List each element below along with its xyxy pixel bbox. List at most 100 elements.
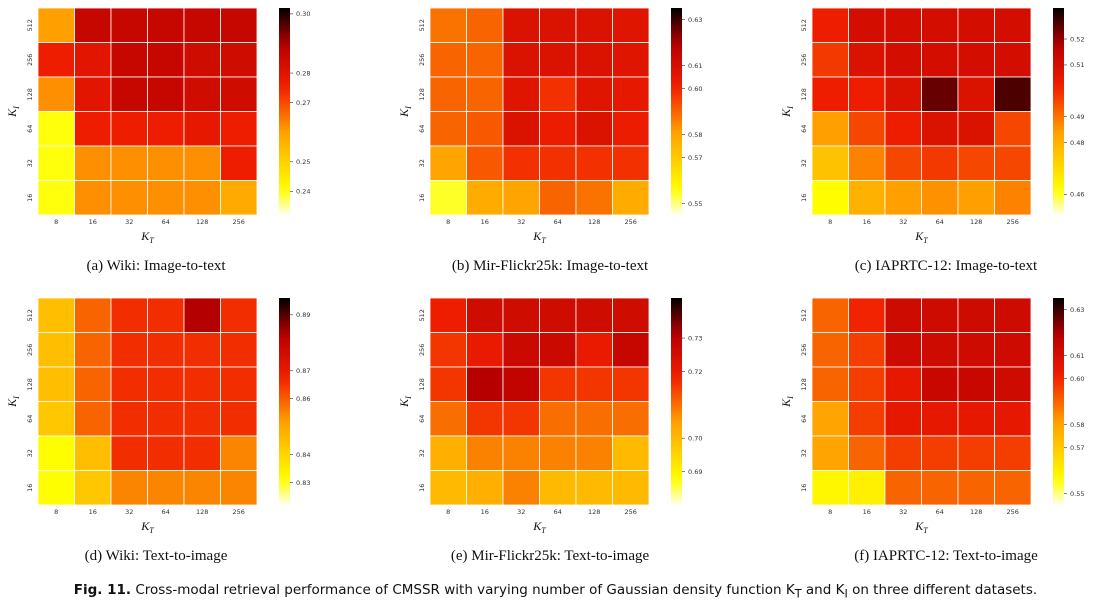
cell-b-r2-c0: [429, 76, 467, 112]
cell-f-r4-c1: [848, 435, 886, 471]
cell-d-r2-c3: [147, 366, 185, 402]
x-tick-a-0: 8: [54, 218, 58, 226]
x-axis-label-c: KT: [914, 229, 928, 245]
cell-a-r2-c4: [183, 76, 221, 112]
x-tick-f-1: 16: [863, 508, 871, 516]
cell-b-r1-c3: [539, 42, 577, 78]
cell-b-r2-c2: [502, 76, 540, 112]
heatmap-chart-b: 8 16 32 64 128 256 512 256 128 64 32 16 KT KI 0.63 0.61…: [397, 7, 702, 245]
x-tick-b-2: 32: [517, 218, 525, 226]
y-tick-e-5: 16: [418, 484, 426, 492]
cell-d-r1-c4: [183, 332, 221, 368]
x-tick-a-2: 32: [125, 218, 133, 226]
cell-a-r4-c1: [74, 145, 112, 181]
y-tick-c-4: 32: [800, 159, 808, 167]
cell-f-r4-c3: [921, 435, 959, 471]
cell-c-r2-c0: [811, 76, 849, 112]
colorbar-tick-a-0: 0.30: [296, 10, 310, 18]
cell-f-r0-c0: [811, 297, 849, 333]
x-tick-b-0: 8: [446, 218, 450, 226]
panel-b: 8 16 32 64 128 256 512 256 128 64 32 16 KT KI 0.63 0.61…: [392, 7, 702, 253]
colorbar-tick-e-2: 0.70: [688, 435, 702, 443]
cell-b-r5-c5: [612, 180, 650, 216]
cell-d-r1-c2: [110, 332, 148, 368]
y-tick-a-3: 64: [26, 125, 34, 133]
cell-b-r3-c1: [466, 111, 504, 147]
x-tick-a-4: 128: [196, 218, 208, 226]
cell-b-r3-c2: [502, 111, 540, 147]
x-tick-c-2: 32: [899, 218, 907, 226]
x-tick-b-1: 16: [481, 218, 489, 226]
panel-c: 8 16 32 64 128 256 512 256 128 64 32 16 KT KI 0.52 0.51…: [774, 7, 1084, 253]
cell-b-r0-c3: [539, 7, 577, 43]
cell-e-r0-c5: [612, 297, 650, 333]
cell-d-r0-c5: [220, 297, 258, 333]
cell-a-r3-c4: [183, 111, 221, 147]
colorbar-tick-f-0: 0.63: [1070, 306, 1084, 314]
y-tick-a-5: 16: [26, 194, 34, 202]
cell-d-r3-c0: [37, 401, 75, 437]
cell-e-r1-c5: [612, 332, 650, 368]
colorbar-tick-f-1: 0.61: [1070, 352, 1084, 360]
cell-e-r1-c0: [429, 332, 467, 368]
cell-d-r0-c2: [110, 297, 148, 333]
cell-e-r4-c0: [429, 435, 467, 471]
cell-e-r2-c0: [429, 366, 467, 402]
cell-d-r3-c5: [220, 401, 258, 437]
y-axis-label-b: KI: [397, 106, 413, 118]
cell-b-r4-c4: [575, 145, 613, 181]
cell-c-r0-c4: [957, 7, 995, 43]
cell-e-r0-c3: [539, 297, 577, 333]
cell-b-r1-c4: [575, 42, 613, 78]
cell-d-r4-c3: [147, 435, 185, 471]
x-axis-label-b: KT: [532, 229, 546, 245]
cell-c-r3-c5: [994, 111, 1032, 147]
cell-f-r2-c3: [921, 366, 959, 402]
cell-f-r5-c1: [848, 470, 886, 506]
panel-d: 8 16 32 64 128 256 512 256 128 64 32 16 KT KI 0.89 0.87…: [0, 297, 310, 543]
colorbar-tick-f-3: 0.58: [1070, 421, 1084, 429]
y-axis-label-d: KI: [5, 396, 21, 408]
cell-c-r1-c1: [848, 42, 886, 78]
y-tick-f-3: 64: [800, 415, 808, 423]
cell-e-r2-c1: [466, 366, 504, 402]
cell-e-r3-c3: [539, 401, 577, 437]
y-tick-b-3: 64: [418, 125, 426, 133]
y-tick-f-5: 16: [800, 484, 808, 492]
cell-f-r0-c1: [848, 297, 886, 333]
cell-a-r2-c5: [220, 76, 258, 112]
y-tick-c-3: 64: [800, 125, 808, 133]
heatmap-chart-c: 8 16 32 64 128 256 512 256 128 64 32 16 KT KI 0.52 0.51…: [779, 7, 1084, 245]
colorbar-tick-b-3: 0.58: [688, 131, 702, 139]
cell-c-r5-c4: [957, 180, 995, 216]
y-tick-e-0: 512: [418, 309, 426, 321]
cell-c-r2-c4: [957, 76, 995, 112]
cell-c-r2-c3: [921, 76, 959, 112]
x-tick-f-3: 64: [936, 508, 944, 516]
colorbar-tick-a-2: 0.27: [296, 99, 310, 107]
colorbar-tick-b-0: 0.63: [688, 16, 702, 24]
caption-b: (b) Mir-Flickr25k: Image-to-text: [451, 258, 649, 274]
y-tick-b-2: 128: [418, 88, 426, 100]
cell-a-r4-c3: [147, 145, 185, 181]
colorbar-tick-c-4: 0.46: [1070, 191, 1084, 199]
cell-f-r1-c5: [994, 332, 1032, 368]
cell-c-r5-c2: [884, 180, 922, 216]
y-tick-a-0: 512: [26, 19, 34, 31]
cell-a-r1-c1: [74, 42, 112, 78]
cell-f-r4-c2: [884, 435, 922, 471]
colorbar-tick-d-2: 0.86: [296, 395, 310, 403]
cell-e-r5-c5: [612, 470, 650, 506]
cell-f-r2-c5: [994, 366, 1032, 402]
colorbar-tick-e-0: 0.73: [688, 334, 702, 342]
cell-f-r3-c4: [957, 401, 995, 437]
cell-a-r1-c5: [220, 42, 258, 78]
cell-d-r1-c5: [220, 332, 258, 368]
cell-d-r4-c1: [74, 435, 112, 471]
cell-c-r3-c1: [848, 111, 886, 147]
x-tick-e-5: 256: [625, 508, 637, 516]
cell-b-r5-c1: [466, 180, 504, 216]
cell-c-r1-c5: [994, 42, 1032, 78]
colorbar-tick-b-1: 0.61: [688, 62, 702, 70]
colorbar-c: [1053, 8, 1064, 215]
